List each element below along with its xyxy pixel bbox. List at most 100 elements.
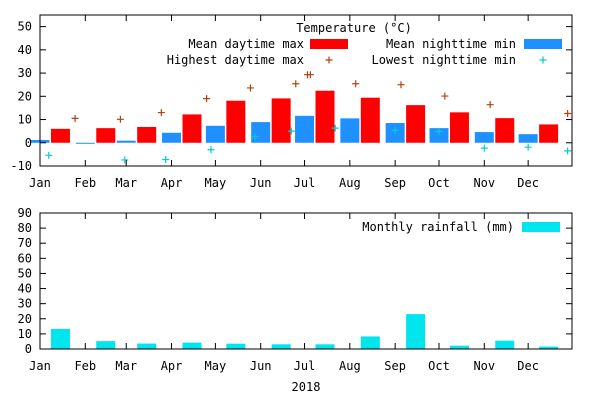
bar <box>315 344 335 349</box>
x-tick-label: Oct <box>428 359 450 373</box>
bar <box>162 132 182 143</box>
point-marker <box>331 124 339 132</box>
bar <box>182 114 202 143</box>
x-tick-label: May <box>205 176 227 190</box>
y-tick-label: 20 <box>18 312 32 326</box>
legend-label: Mean nighttime min <box>386 37 516 51</box>
point-marker <box>246 84 254 92</box>
legend-swatch <box>310 39 348 49</box>
bar <box>271 98 291 143</box>
x-tick-label: Feb <box>74 359 96 373</box>
x-tick-label: Mar <box>115 359 137 373</box>
x-tick-label: Apr <box>161 359 183 373</box>
x-tick-label: Nov <box>473 359 495 373</box>
y-tick-label: 0 <box>25 136 32 150</box>
point-marker <box>121 156 129 164</box>
y-tick-label: 50 <box>18 20 32 34</box>
point-marker <box>292 80 300 88</box>
x-tick-label: Sep <box>384 359 406 373</box>
legend-label: Monthly rainfall (mm) <box>362 220 514 234</box>
plot-frame <box>39 14 573 167</box>
x-tick-label: Dec <box>517 359 539 373</box>
bar <box>539 124 559 143</box>
point-marker <box>524 143 532 151</box>
legend-swatch <box>522 222 560 232</box>
series-1-0 <box>50 314 559 349</box>
plot-frame <box>39 212 573 350</box>
y-tick-label: 30 <box>18 297 32 311</box>
y-tick-label: 10 <box>18 113 32 127</box>
bar <box>406 314 426 349</box>
bar <box>116 140 136 143</box>
bar <box>449 345 469 349</box>
legend-label: Mean daytime max <box>188 37 304 51</box>
x-tick-label: Aug <box>339 359 361 373</box>
point-marker <box>564 147 572 155</box>
x-axis-label: 2018 <box>292 380 321 394</box>
point-marker <box>435 127 443 135</box>
series-0-2 <box>71 71 572 123</box>
x-tick-label: Mar <box>115 176 137 190</box>
x-tick-label: Apr <box>161 176 183 190</box>
bar <box>96 341 116 349</box>
y-tick-label: 90 <box>18 206 32 220</box>
x-tick-label: Oct <box>428 176 450 190</box>
y-tick-label: 20 <box>18 89 32 103</box>
bar <box>449 112 469 143</box>
bar <box>315 90 335 143</box>
x-tick-label: May <box>205 359 227 373</box>
legend-swatch <box>325 56 333 64</box>
bar <box>96 128 116 143</box>
legend-label: Lowest nighttime min <box>372 53 517 67</box>
bar <box>137 126 157 143</box>
y-tick-label: 40 <box>18 43 32 57</box>
bar <box>429 128 449 143</box>
bar <box>226 343 246 349</box>
point-marker <box>207 146 215 154</box>
legend-swatch <box>539 56 547 64</box>
x-tick-label: Jul <box>294 359 316 373</box>
point-marker <box>441 92 449 100</box>
bar <box>360 336 380 349</box>
y-tick-label: 40 <box>18 282 32 296</box>
x-tick-label: Jun <box>250 176 272 190</box>
bar <box>226 100 246 143</box>
point-marker <box>287 127 295 135</box>
y-tick-label: 10 <box>18 327 32 341</box>
point-marker <box>564 109 572 117</box>
bar <box>474 132 494 143</box>
point-marker <box>203 95 211 103</box>
y-tick-label: 30 <box>18 66 32 80</box>
point-marker <box>45 151 53 159</box>
bar <box>539 346 559 349</box>
bar <box>251 122 271 143</box>
x-tick-label: Jan <box>29 359 51 373</box>
x-tick-label: Jun <box>250 359 272 373</box>
point-marker <box>486 101 494 109</box>
point-marker <box>352 80 360 88</box>
point-marker <box>306 71 314 79</box>
y-tick-label: 50 <box>18 266 32 280</box>
y-tick-label: 80 <box>18 221 32 235</box>
x-tick-label: Jul <box>294 176 316 190</box>
point-marker <box>116 115 124 123</box>
bar <box>271 344 291 349</box>
bar <box>50 128 70 143</box>
series-0-0 <box>50 90 559 143</box>
point-marker <box>251 133 259 141</box>
legend: Monthly rainfall (mm) <box>362 220 560 234</box>
x-tick-label: Aug <box>339 176 361 190</box>
bar <box>50 328 70 349</box>
y-tick-label: -10 <box>10 159 32 173</box>
x-tick-label: Feb <box>74 176 96 190</box>
x-tick-label: Nov <box>473 176 495 190</box>
bar <box>360 97 380 143</box>
chart-title: Temperature (°C) <box>296 21 412 35</box>
point-marker <box>162 155 170 163</box>
point-marker <box>480 144 488 152</box>
point-marker <box>391 126 399 134</box>
bar <box>340 118 360 143</box>
